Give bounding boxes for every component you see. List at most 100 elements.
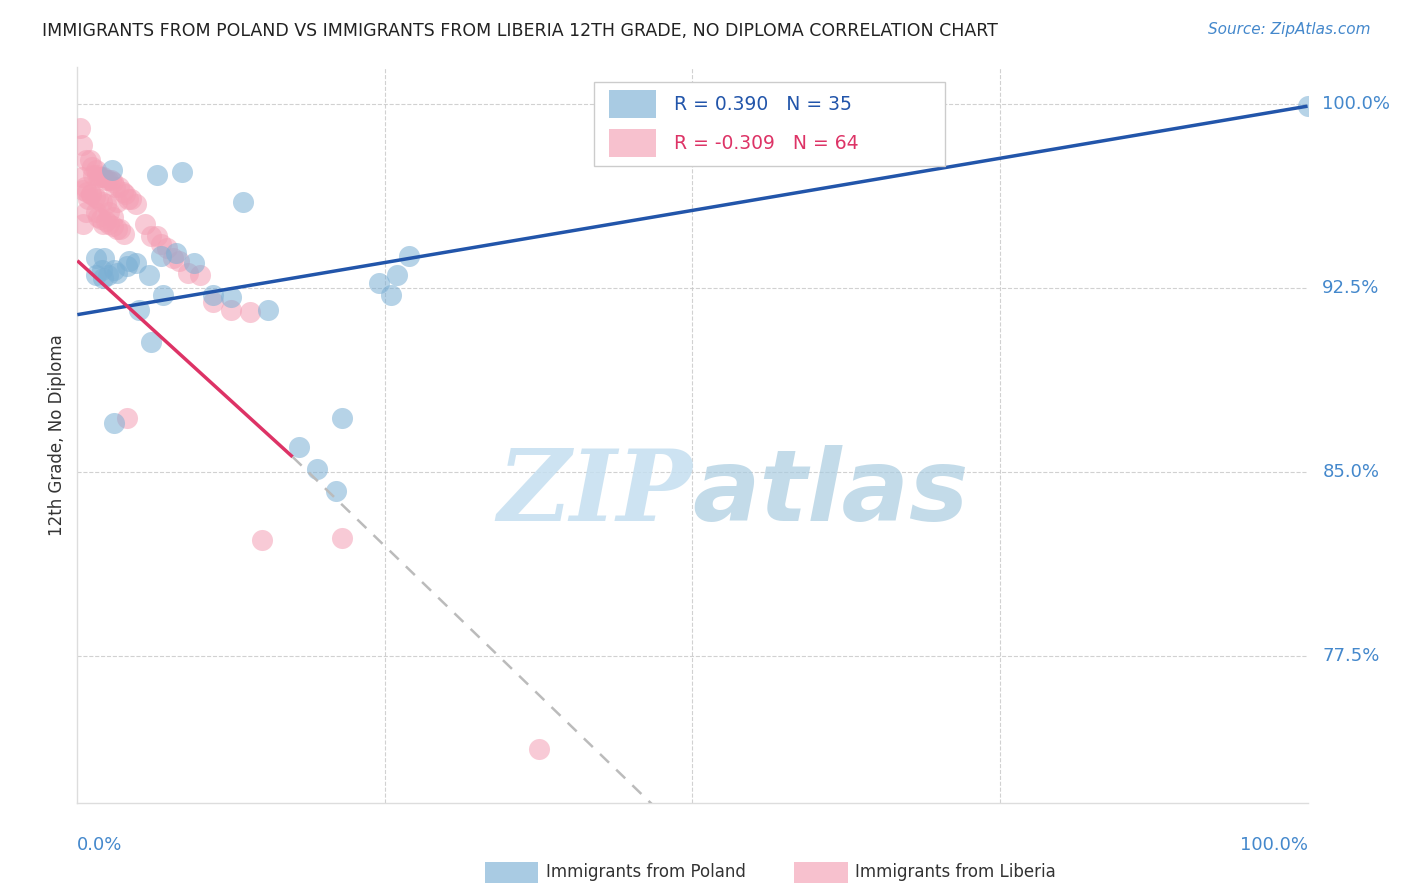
Point — [90, 263, 114, 277]
Point — [150, 236, 173, 251]
Point — [527, 742, 550, 756]
Point — [325, 484, 347, 499]
Text: Immigrants from Liberia: Immigrants from Liberia — [855, 863, 1056, 881]
Point — [72, 182, 94, 196]
Point — [288, 440, 311, 454]
Point — [84, 204, 107, 219]
Point — [257, 302, 280, 317]
Point — [90, 194, 114, 209]
Point — [97, 173, 120, 187]
Point — [105, 194, 128, 209]
Point — [232, 194, 254, 209]
Point — [82, 161, 104, 175]
Text: 100.0%: 100.0% — [1240, 836, 1308, 854]
Point — [105, 222, 128, 236]
Bar — [609, 90, 655, 119]
Point — [152, 288, 174, 302]
Point — [110, 222, 132, 236]
Bar — [609, 129, 655, 157]
Point — [103, 416, 125, 430]
Point — [112, 227, 135, 241]
Text: R = -0.309   N = 64: R = -0.309 N = 64 — [673, 134, 859, 153]
Point — [104, 180, 127, 194]
Point — [70, 170, 93, 185]
Point — [156, 242, 179, 256]
Point — [77, 192, 100, 206]
Point — [1296, 99, 1319, 113]
Text: atlas: atlas — [693, 445, 969, 542]
Text: 77.5%: 77.5% — [1323, 647, 1379, 665]
Point — [101, 163, 124, 178]
Point — [169, 253, 191, 268]
Point — [114, 187, 136, 202]
Text: IMMIGRANTS FROM POLAND VS IMMIGRANTS FROM LIBERIA 12TH GRADE, NO DIPLOMA CORRELA: IMMIGRANTS FROM POLAND VS IMMIGRANTS FRO… — [42, 22, 998, 40]
Point — [76, 185, 98, 199]
Point — [101, 210, 124, 224]
Point — [90, 212, 112, 227]
Point — [84, 251, 107, 265]
Point — [91, 170, 114, 185]
Point — [84, 163, 107, 178]
Point — [398, 249, 420, 263]
Point — [101, 219, 124, 234]
Point — [80, 187, 103, 202]
Point — [141, 334, 163, 349]
Point — [72, 217, 94, 231]
Point — [134, 217, 156, 231]
Point — [94, 214, 117, 228]
Point — [188, 268, 212, 283]
FancyBboxPatch shape — [595, 82, 945, 166]
Point — [201, 288, 224, 302]
Point — [79, 153, 101, 167]
Point — [138, 268, 160, 283]
Point — [90, 170, 112, 185]
Text: ZIP: ZIP — [498, 445, 693, 542]
Point — [89, 170, 111, 185]
Point — [121, 192, 143, 206]
Text: 0.0%: 0.0% — [77, 836, 122, 854]
Point — [108, 180, 131, 194]
Point — [380, 288, 402, 302]
Point — [80, 187, 103, 202]
Point — [141, 229, 163, 244]
Point — [93, 251, 115, 265]
Point — [115, 410, 138, 425]
Point — [94, 173, 117, 187]
Point — [75, 204, 97, 219]
Point — [98, 204, 121, 219]
Point — [146, 229, 169, 244]
Point — [98, 217, 121, 231]
Point — [367, 276, 389, 290]
Point — [162, 251, 184, 265]
Text: 100.0%: 100.0% — [1323, 95, 1391, 112]
Point — [101, 175, 124, 189]
Point — [239, 305, 262, 319]
Point — [307, 462, 329, 476]
Text: 85.0%: 85.0% — [1323, 463, 1379, 481]
Point — [70, 138, 93, 153]
Point — [91, 271, 114, 285]
Point — [219, 290, 242, 304]
Point — [330, 531, 353, 545]
Point — [165, 246, 187, 260]
Point — [183, 256, 205, 270]
Point — [86, 168, 108, 182]
Point — [84, 268, 107, 283]
Point — [330, 410, 353, 425]
Point — [82, 168, 104, 182]
Point — [170, 165, 193, 179]
Point — [103, 263, 125, 277]
Point — [73, 180, 96, 194]
Point — [100, 173, 122, 187]
Point — [75, 153, 97, 167]
Point — [91, 217, 114, 231]
Point — [125, 197, 148, 211]
Point — [201, 295, 224, 310]
Point — [87, 210, 110, 224]
Point — [69, 121, 91, 136]
Text: R = 0.390   N = 35: R = 0.390 N = 35 — [673, 95, 852, 114]
Point — [118, 253, 141, 268]
Point — [385, 268, 409, 283]
Point — [128, 302, 150, 317]
Point — [115, 259, 138, 273]
